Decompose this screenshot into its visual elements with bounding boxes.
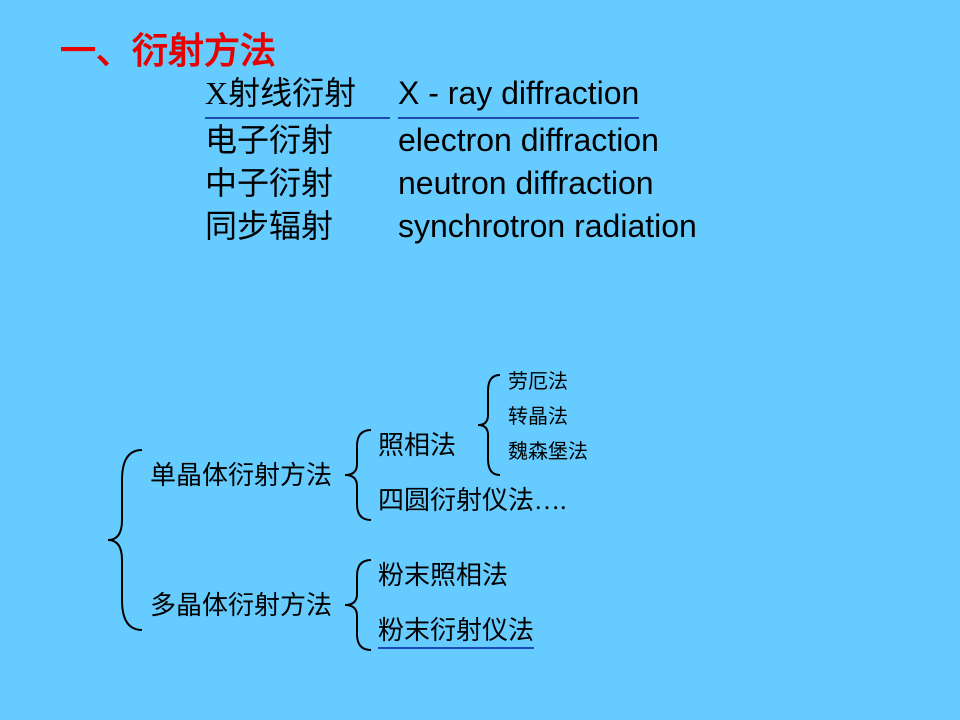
- l2b-a: 粉末照相法: [378, 555, 508, 592]
- brace-l1: [108, 450, 148, 630]
- brace-l2b: [345, 560, 375, 650]
- brace-l3: [478, 375, 504, 475]
- list-row-2: 中子衍射 neutron diffraction: [205, 162, 697, 205]
- l1-a: 单晶体衍射方法: [150, 455, 332, 492]
- l2b-b-text: 粉末衍射仪法: [378, 616, 534, 649]
- list-en-1: electron diffraction: [398, 119, 659, 162]
- l3-b: 转晶法: [508, 400, 568, 429]
- l1-b: 多晶体衍射方法: [150, 585, 332, 622]
- heading: 一、衍射方法: [60, 22, 276, 74]
- method-list: X射线衍射 X - ray diffraction 电子衍射 electron …: [205, 72, 697, 248]
- list-en-2: neutron diffraction: [398, 162, 654, 205]
- list-zh-0: X射线衍射: [205, 72, 390, 119]
- l2a-a: 照相法: [378, 425, 456, 462]
- l3-a: 劳厄法: [508, 365, 568, 394]
- brace-l2a: [345, 430, 375, 520]
- list-row-0: X射线衍射 X - ray diffraction: [205, 72, 697, 119]
- list-row-1: 电子衍射 electron diffraction: [205, 119, 697, 162]
- l3-c: 魏森堡法: [508, 435, 588, 464]
- list-zh-1: 电子衍射: [205, 119, 390, 162]
- slide: 一、衍射方法 X射线衍射 X - ray diffraction 电子衍射 el…: [0, 0, 960, 720]
- list-en-3: synchrotron radiation: [398, 205, 697, 248]
- l2a-b: 四圆衍射仪法….: [378, 480, 567, 517]
- l2b-b: 粉末衍射仪法: [378, 610, 534, 647]
- list-row-3: 同步辐射 synchrotron radiation: [205, 205, 697, 248]
- list-zh-2: 中子衍射: [205, 162, 390, 205]
- list-zh-3: 同步辐射: [205, 205, 390, 248]
- list-en-0: X - ray diffraction: [398, 72, 639, 119]
